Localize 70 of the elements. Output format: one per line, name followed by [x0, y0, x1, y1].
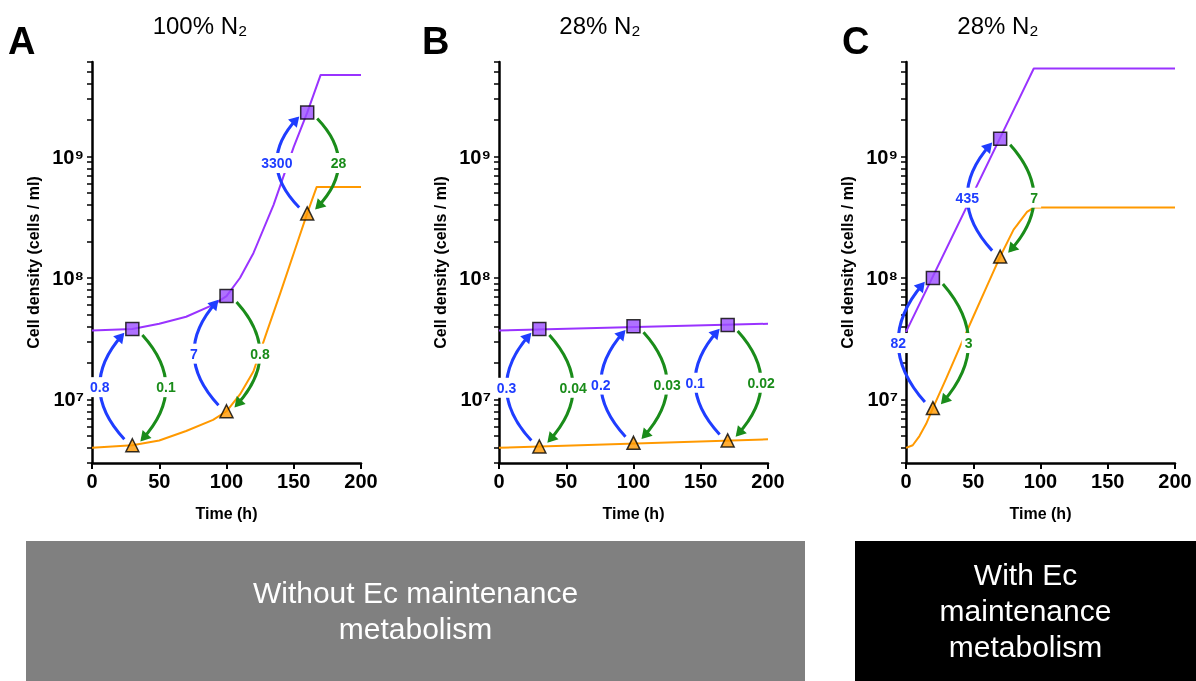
point: [626, 435, 641, 451]
point: [532, 439, 547, 454]
annotation: 0.8: [89, 379, 110, 396]
text: C: [842, 20, 870, 63]
x-tick-label: 100: [209, 470, 244, 492]
annotation: 3: [964, 335, 973, 352]
y-tick-label: 10⁹: [52, 145, 84, 168]
x-axis-title: Time (h): [602, 504, 665, 522]
caption-panel: Without Ec maintenance metabolism: [26, 541, 805, 681]
point: [720, 317, 735, 333]
x-axis-title: Time (h): [1009, 504, 1072, 522]
point: [299, 206, 315, 221]
point: [992, 249, 1008, 264]
text: 82: [890, 335, 907, 352]
point: [219, 404, 234, 419]
x-tick-label: 100: [616, 470, 651, 492]
y-axis-title: Cell density (cells / ml): [431, 176, 449, 349]
x-tick-label: 200: [751, 470, 785, 492]
y-axis-title: Cell density (cells / ml): [24, 176, 42, 349]
point: [925, 400, 941, 416]
y-tick-label: 10⁸: [459, 267, 491, 289]
point: [992, 131, 1008, 147]
x-tick-label: 0: [86, 470, 98, 492]
x-tick-label: 50: [962, 470, 985, 492]
x-axis-title: Time (h): [195, 504, 258, 522]
text: A: [8, 20, 36, 63]
point: [626, 319, 641, 334]
x-tick-label: 100: [1023, 470, 1058, 492]
annotation: 0.1: [156, 379, 176, 396]
x-tick-label: 0: [900, 470, 912, 492]
point: [720, 433, 735, 448]
caption-panel: With Ec maintenance metabolism: [855, 541, 1196, 681]
annotation: 0.03: [653, 376, 681, 393]
annotation: 28: [330, 155, 347, 172]
point: [125, 438, 140, 453]
chart-title: 28% N₂: [559, 11, 641, 39]
annotation: 7: [190, 345, 199, 362]
chart-title: 100% N₂: [152, 11, 248, 39]
x-tick-label: 150: [277, 470, 311, 492]
y-tick-label: 10⁹: [866, 145, 898, 168]
x-tick-label: 50: [555, 470, 578, 492]
annotation: 0.8: [250, 345, 270, 362]
annotation: 0.04: [559, 379, 588, 396]
point: [125, 321, 140, 337]
x-tick-label: 150: [1091, 470, 1125, 492]
y-axis-title: Cell density (cells / ml): [838, 176, 856, 349]
y-tick-label: 10⁹: [459, 145, 491, 168]
annotation: 0.1: [685, 374, 706, 391]
chart-title: 28% N₂: [957, 11, 1039, 39]
y-tick-label: 10⁷: [460, 388, 491, 411]
annotation: 7: [1030, 189, 1039, 206]
x-tick-label: 150: [684, 470, 718, 492]
y-tick-label: 10⁷: [53, 388, 84, 411]
annotation: 0.3: [496, 379, 517, 396]
point: [532, 321, 547, 337]
text: B: [422, 20, 450, 63]
y-tick-label: 10⁷: [867, 388, 898, 411]
x-tick-label: 200: [1158, 470, 1192, 492]
point: [925, 270, 941, 286]
y-tick-label: 10⁸: [52, 267, 84, 289]
point: [219, 288, 234, 304]
y-tick-label: 10⁸: [866, 267, 898, 289]
annotation: 435: [955, 189, 980, 206]
annotation: 0.02: [747, 374, 775, 391]
point: [299, 105, 315, 120]
x-tick-label: 50: [148, 470, 171, 492]
annotation: 0.2: [591, 376, 611, 393]
x-tick-label: 200: [344, 470, 378, 492]
x-tick-label: 0: [493, 470, 505, 492]
annotation: 3300: [261, 155, 293, 172]
